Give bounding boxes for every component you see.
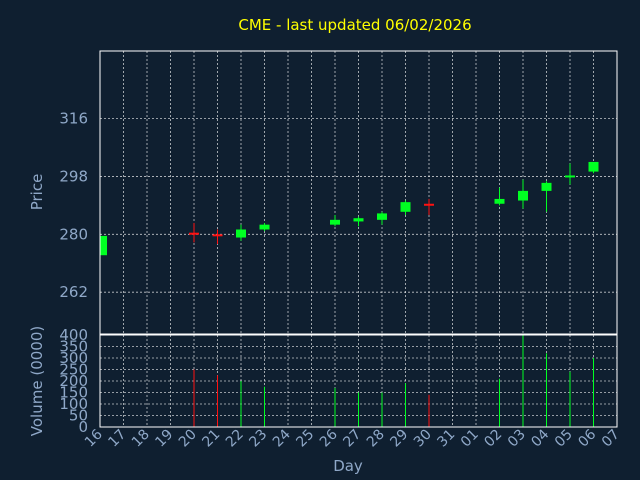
x-tick-label: 02 <box>481 427 505 451</box>
candle-body <box>236 229 246 238</box>
x-tick-label: 18 <box>129 427 153 451</box>
x-tick-label: 20 <box>176 427 200 451</box>
candle-body <box>377 213 387 220</box>
chart-title: CME - last updated 06/02/2026 <box>238 16 471 34</box>
candle-body <box>588 161 599 172</box>
candle-body <box>353 218 364 222</box>
x-tick-label: 22 <box>223 427 247 451</box>
volume-tick-label: 300 <box>59 349 88 367</box>
volume-tick-label: 250 <box>59 361 88 379</box>
volume-panel-frame <box>99 334 618 428</box>
x-tick-label: 01 <box>458 427 482 451</box>
volume-tick-label: 0 <box>78 418 88 436</box>
candle-body <box>212 234 223 237</box>
x-tick-label: 27 <box>340 427 364 451</box>
candle-body <box>541 182 552 191</box>
x-axis-label: Day <box>333 457 363 475</box>
x-tick-label: 23 <box>246 427 270 451</box>
x-tick-label: 30 <box>411 427 435 451</box>
x-tick-label: 28 <box>364 427 388 451</box>
volume-tick-label: 200 <box>59 372 88 390</box>
x-tick-label: 03 <box>505 427 529 451</box>
price-tick-label: 280 <box>59 225 88 243</box>
candle-body <box>330 219 340 225</box>
x-tick-label: 21 <box>199 427 223 451</box>
volume-tick-label: 400 <box>59 326 88 344</box>
x-tick-label: 24 <box>270 426 294 450</box>
candle-body <box>565 175 575 178</box>
price-tick-label: 316 <box>59 110 88 128</box>
candle-body <box>100 235 107 256</box>
price-panel: 262 280 298 316 <box>59 50 618 335</box>
volume-tick-label: 100 <box>59 395 88 413</box>
volume-tick-label: 150 <box>59 384 88 402</box>
x-tick-label: 04 <box>528 426 552 450</box>
x-tick-label: 29 <box>387 427 411 451</box>
candle-body <box>494 198 505 204</box>
volume-axis-label: Volume (0000) <box>28 326 46 436</box>
x-tick-label: 26 <box>317 426 341 450</box>
x-tick-label: 05 <box>552 427 576 451</box>
x-tick-label: 31 <box>434 427 458 451</box>
x-axis: 16 17 18 19 20 21 22 23 24 25 26 27 28 29 30 31 01 02 03 04… <box>82 426 623 450</box>
candle-body <box>189 232 199 235</box>
x-tick-label: 25 <box>293 427 317 451</box>
candle-body <box>259 224 270 230</box>
candle-body <box>400 202 411 212</box>
x-tick-label: 17 <box>105 427 129 451</box>
candle-body <box>424 203 434 206</box>
candle-body <box>518 190 528 201</box>
price-panel-frame <box>99 50 618 335</box>
x-tick-label: 06 <box>575 426 599 450</box>
price-tick-label: 262 <box>59 283 88 301</box>
x-tick-label: 19 <box>152 427 176 451</box>
x-tick-label: 07 <box>599 427 623 451</box>
price-axis-label: Price <box>28 174 46 211</box>
volume-tick-label: 350 <box>59 338 88 356</box>
volume-tick-label: 50 <box>69 407 88 425</box>
price-tick-label: 298 <box>59 167 88 185</box>
